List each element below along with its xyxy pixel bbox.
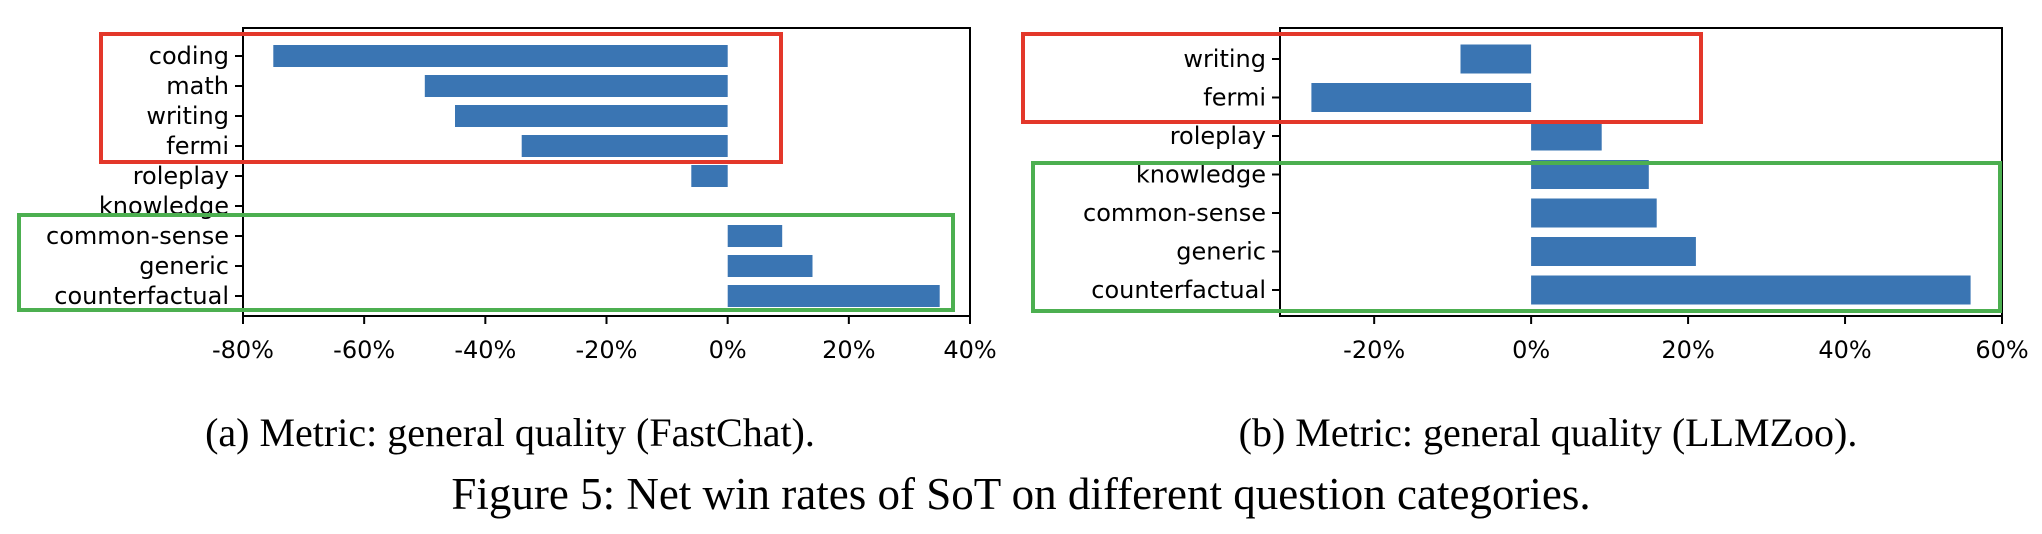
chart-b-ytick-label-fermi: fermi xyxy=(1203,84,1266,112)
chart-a-ytick-label-generic: generic xyxy=(139,252,229,280)
chart-a-bar-writing xyxy=(455,105,728,127)
chart-a-bar-math xyxy=(424,75,728,97)
chart-b-bar-fermi xyxy=(1311,83,1532,112)
chart-b-green-highlight-box xyxy=(1031,161,2002,313)
chart-b-ytick-label-common-sense: common-sense xyxy=(1083,199,1266,227)
chart-a-xtick-label: -20% xyxy=(575,336,637,364)
chart-a-bar-coding xyxy=(273,45,728,67)
chart-b-xtick-label: 20% xyxy=(1661,336,1714,364)
chart-a-subcaption: (a) Metric: general quality (FastChat). xyxy=(205,410,815,455)
chart-a-xtick-label: 0% xyxy=(709,336,747,364)
chart-a-frame xyxy=(242,27,971,317)
chart-b-xtick-label: 0% xyxy=(1512,336,1550,364)
chart-a-xtick-label: -80% xyxy=(212,336,274,364)
chart-b-xtick-label: -20% xyxy=(1343,336,1405,364)
chart-a-ytick-label-roleplay: roleplay xyxy=(133,162,229,190)
chart-a-red-highlight-box xyxy=(99,32,783,164)
chart-b-bar-counterfactual xyxy=(1531,275,1971,305)
figure-caption: Figure 5: Net win rates of SoT on differ… xyxy=(451,469,1590,519)
chart-b-subcaption: (b) Metric: general quality (LLMZoo). xyxy=(1239,410,1858,455)
chart-a-ytick-label-writing: writing xyxy=(146,102,229,130)
chart-a-ytick-label-coding: coding xyxy=(149,42,229,70)
chart-b-bar-roleplay xyxy=(1531,121,1602,151)
chart-b-xtick-label: 60% xyxy=(1975,336,2028,364)
chart-b-ytick-label-writing: writing xyxy=(1183,45,1266,73)
chart-b-ytick-label-counterfactual: counterfactual xyxy=(1091,276,1266,304)
chart-a-bar-generic xyxy=(727,255,813,277)
chart-b-bar-common-sense xyxy=(1531,198,1657,228)
chart-a-ytick-label-math: math xyxy=(166,72,229,100)
chart-a-bar-common-sense xyxy=(727,225,783,247)
chart-b-ytick-label-knowledge: knowledge xyxy=(1136,161,1266,189)
chart-a-xtick-label: 20% xyxy=(822,336,875,364)
chart-a-xtick-label: -40% xyxy=(454,336,516,364)
chart-a-bar-fermi xyxy=(521,135,728,157)
chart-a-bar-counterfactual xyxy=(727,285,940,307)
chart-b-xtick-label: 40% xyxy=(1818,336,1871,364)
chart-a-ytick-label-fermi: fermi xyxy=(166,132,229,160)
chart-b-red-highlight-box xyxy=(1021,32,1703,124)
chart-a-bar-roleplay xyxy=(691,165,728,187)
chart-a-ytick-label-common-sense: common-sense xyxy=(46,222,229,250)
chart-a-ytick-label-counterfactual: counterfactual xyxy=(54,282,229,310)
chart-a-green-highlight-box xyxy=(17,213,955,312)
chart-b-bar-writing xyxy=(1460,44,1532,74)
chart-a: codingmathwritingfermiroleplayknowledgec… xyxy=(17,27,997,455)
chart-b-ytick-label-roleplay: roleplay xyxy=(1170,122,1266,150)
chart-b-ytick-label-generic: generic xyxy=(1176,238,1266,266)
chart-b-bar-generic xyxy=(1531,237,1696,266)
chart-a-xtick-label: -60% xyxy=(333,336,395,364)
chart-b: writing fermi roleplay knowledge common-sens… xyxy=(1021,27,2029,455)
chart-a-xtick-label: 40% xyxy=(943,336,996,364)
